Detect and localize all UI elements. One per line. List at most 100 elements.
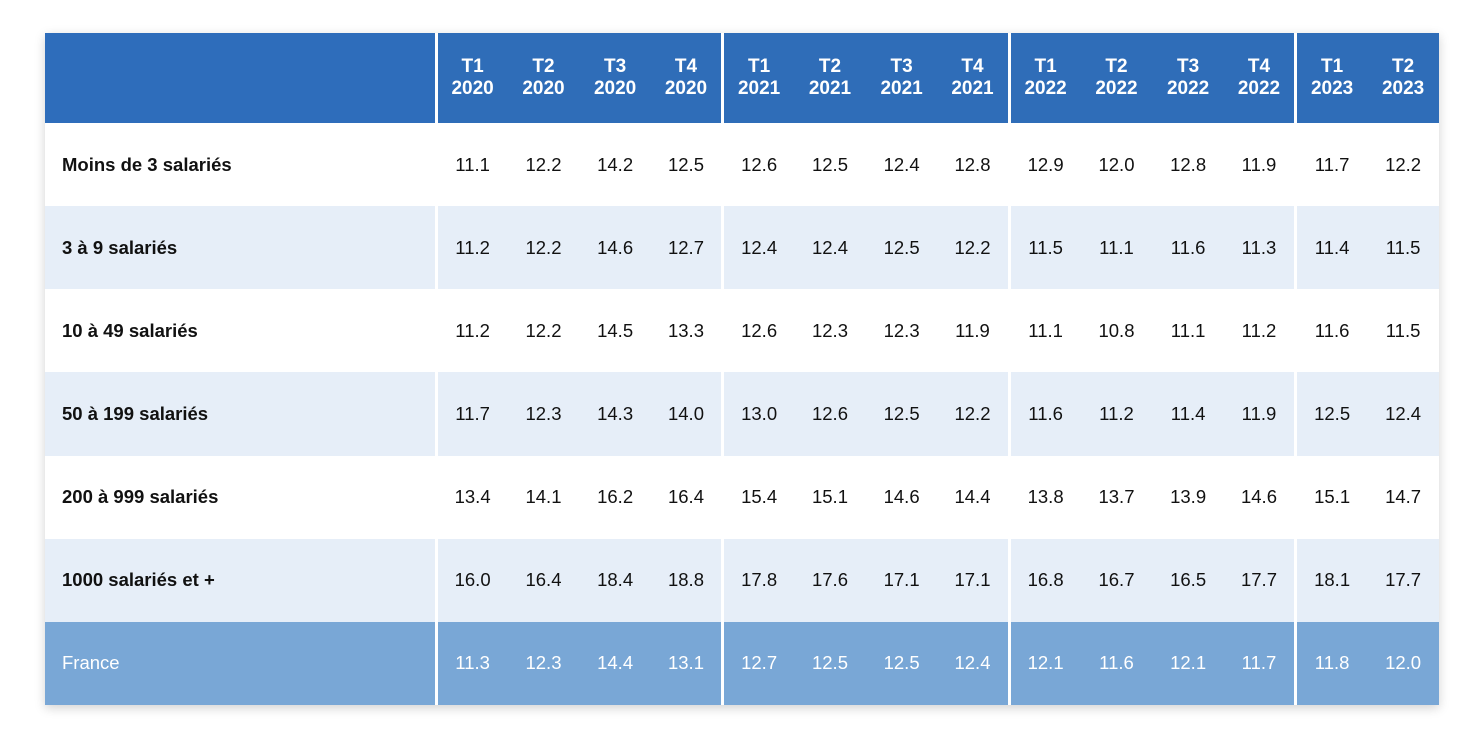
table-cell: 13.3: [650, 289, 723, 373]
table-cell: 12.0: [1367, 621, 1439, 705]
table-cell: 12.5: [794, 123, 866, 207]
column-header-year: 2022: [1095, 78, 1138, 99]
table-cell: 16.5: [1152, 538, 1224, 622]
table-cell: 11.1: [1007, 289, 1081, 373]
column-header-quarter: T2: [532, 56, 555, 77]
column-header-quarter: T1: [748, 56, 771, 77]
table-cell: 12.2: [507, 206, 580, 290]
table-cell: 16.4: [507, 538, 580, 622]
column-header-year: 2023: [1310, 78, 1354, 99]
table-cell: 12.5: [865, 372, 938, 456]
table-cell: 11.2: [1080, 372, 1153, 456]
table-cell: 15.1: [794, 455, 866, 539]
table-cell: 12.2: [507, 289, 580, 373]
table-cell: 14.6: [579, 206, 651, 290]
table-cell: 13.1: [650, 621, 723, 705]
column-header: T2 2023: [1367, 33, 1439, 123]
column-header-quarter: T4: [1247, 56, 1271, 77]
table-cell: 16.2: [579, 455, 651, 539]
table-cell: 12.7: [650, 206, 723, 290]
column-header: T1 2023: [1294, 33, 1368, 123]
table-cell: 14.1: [507, 455, 580, 539]
table-cell: 14.5: [579, 289, 651, 373]
row-label: Moins de 3 salariés: [45, 123, 437, 207]
table-cell: 18.1: [1294, 538, 1368, 622]
table-cell: 17.1: [865, 538, 938, 622]
column-header-year: 2020: [451, 78, 494, 99]
table-cell: 11.9: [1223, 372, 1296, 456]
table-cell: 11.9: [937, 289, 1010, 373]
header-row: T1 2020 T2 2020 T3 2020 T4 2020 T1 2021 T2 2021 T3 20…: [45, 33, 1439, 123]
table-cell: 14.2: [579, 123, 651, 207]
table-cell: 11.5: [1007, 206, 1081, 290]
total-row: France 11.3 12.3 14.4 13.1 12.7 12.5 12.5 12.4 12…: [45, 621, 1439, 705]
table-row: 1000 salariés et +16.0 16.4 18.4 18.8 17.8 17…: [45, 538, 1439, 622]
table-cell: 11.6: [1152, 206, 1224, 290]
table-cell: 11.2: [1223, 289, 1296, 373]
table-cell: 11.3: [1223, 206, 1296, 290]
table-cell: 12.4: [721, 206, 795, 290]
table-cell: 12.5: [1294, 372, 1368, 456]
table-cell: 14.4: [937, 455, 1010, 539]
column-header-quarter: T1: [1034, 56, 1057, 77]
column-header-quarter: T4: [961, 56, 984, 77]
column-header-year: 2020: [664, 78, 708, 99]
column-header-quarter: T3: [890, 56, 913, 77]
table-cell: 11.1: [434, 123, 508, 207]
table-row: Moins de 3 salariés 11.1 12.2 14.2 12.5 12.6 1…: [45, 123, 1439, 207]
column-header-quarter: T1: [1321, 56, 1344, 77]
table-cell: 17.8: [721, 538, 795, 622]
header-corner-cell: [45, 33, 437, 123]
column-header-year: 2022: [1237, 78, 1281, 99]
table-cell: 17.6: [794, 538, 866, 622]
table-cell: 11.7: [1294, 123, 1368, 207]
column-header-year: 2022: [1024, 78, 1067, 99]
table-cell: 12.8: [937, 123, 1010, 207]
table-cell: 16.0: [434, 538, 508, 622]
table-cell: 11.4: [1152, 372, 1224, 456]
table-cell: 12.2: [937, 206, 1010, 290]
table-cell: 14.6: [865, 455, 938, 539]
table-cell: 14.4: [579, 621, 651, 705]
column-header-quarter: T3: [604, 56, 627, 77]
table-row: 200 à 999 salariés 13.4 14.1 16.2 16.4 15.4 15…: [45, 455, 1439, 539]
column-header-year: 2021: [737, 78, 781, 99]
column-header: T1 2021: [721, 33, 795, 123]
table-cell: 12.1: [1007, 621, 1081, 705]
table-cell: 12.3: [507, 372, 580, 456]
table-cell: 13.0: [721, 372, 795, 456]
column-header-quarter: T2: [818, 56, 842, 77]
table-cell: 12.8: [1152, 123, 1224, 207]
table-cell: 11.5: [1367, 206, 1439, 290]
table-cell: 11.9: [1223, 123, 1296, 207]
table-cell: 12.4: [794, 206, 866, 290]
table-cell: 11.2: [434, 206, 508, 290]
table-cell: 11.7: [434, 372, 508, 456]
column-header: T4 2021: [937, 33, 1010, 123]
column-header-quarter: T1: [461, 56, 484, 77]
table-cell: 12.7: [721, 621, 795, 705]
column-header-year: 2020: [522, 78, 565, 99]
table-cell: 11.6: [1007, 372, 1081, 456]
table-cell: 12.1: [1152, 621, 1224, 705]
column-header-quarter: T2: [1392, 56, 1415, 77]
column-header: T1 2022: [1007, 33, 1081, 123]
table-row: 10 à 49 salariés 11.2 12.2 14.5 13.3 12.6 12.3…: [45, 289, 1439, 373]
table-cell: 12.6: [721, 123, 795, 207]
table-cell: 12.4: [865, 123, 938, 207]
column-header: T3 2021: [865, 33, 938, 123]
table-cell: 11.7: [1223, 621, 1296, 705]
table-cell: 11.2: [434, 289, 508, 373]
column-header-year: 2020: [593, 78, 637, 99]
table-cell: 18.8: [650, 538, 723, 622]
table-cell: 17.1: [937, 538, 1010, 622]
table-cell: 16.4: [650, 455, 723, 539]
row-label: France: [45, 621, 437, 705]
table-cell: 11.1: [1080, 206, 1153, 290]
table-cell: 11.1: [1152, 289, 1224, 373]
table-cell: 16.7: [1080, 538, 1153, 622]
table-cell: 16.8: [1007, 538, 1081, 622]
table-cell: 12.2: [1367, 123, 1439, 207]
table-cell: 13.4: [434, 455, 508, 539]
column-header: T2 2021: [794, 33, 866, 123]
